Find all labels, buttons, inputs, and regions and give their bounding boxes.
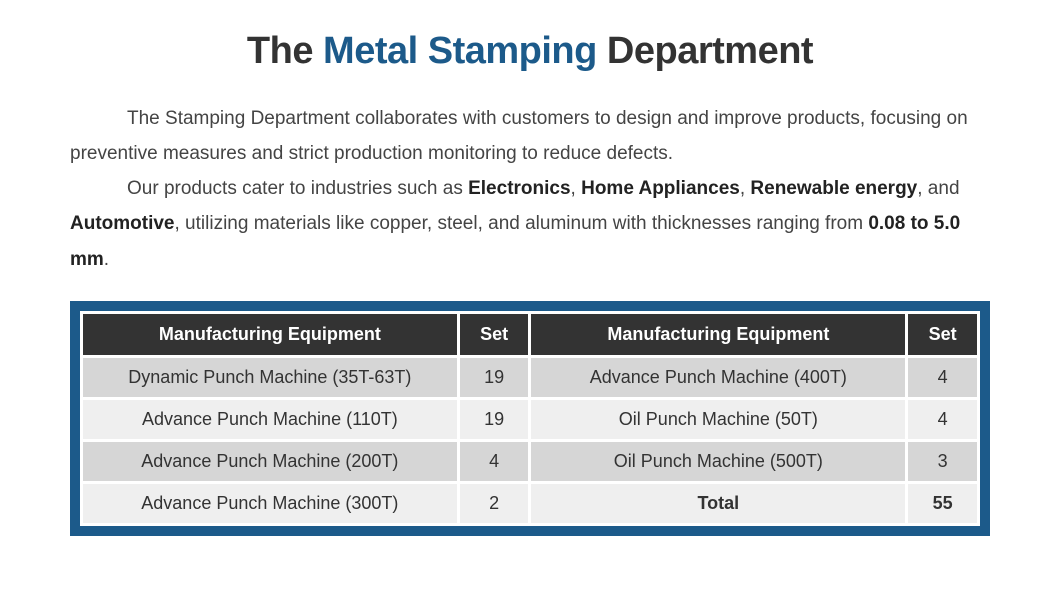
title-accent: Metal Stamping: [323, 30, 597, 72]
cell-equipment: Dynamic Punch Machine (35T-63T): [82, 356, 459, 398]
th-equipment-left: Manufacturing Equipment: [82, 312, 459, 356]
cell-equipment: Oil Punch Machine (50T): [530, 398, 907, 440]
cell-total-value: 55: [907, 482, 979, 524]
cell-equipment: Advance Punch Machine (110T): [82, 398, 459, 440]
cell-set: 4: [907, 398, 979, 440]
page-root: The Metal Stamping Department The Stampi…: [0, 0, 1060, 556]
cell-set: 4: [907, 356, 979, 398]
cell-equipment: Advance Punch Machine (200T): [82, 440, 459, 482]
p2-bold-electronics: Electronics: [468, 178, 570, 199]
cell-set: 3: [907, 440, 979, 482]
title-part2: Department: [597, 30, 813, 72]
th-set-right: Set: [907, 312, 979, 356]
equipment-table: Manufacturing Equipment Set Manufacturin…: [80, 311, 980, 526]
p2-end: .: [104, 249, 109, 270]
cell-set: 2: [458, 482, 530, 524]
p2-text: Our products cater to industries such as: [127, 178, 468, 199]
paragraph-1: The Stamping Department collaborates wit…: [70, 101, 990, 171]
cell-equipment: Advance Punch Machine (400T): [530, 356, 907, 398]
table-row: Dynamic Punch Machine (35T-63T) 19 Advan…: [82, 356, 979, 398]
table-row: Advance Punch Machine (300T) 2 Total 55: [82, 482, 979, 524]
table-row: Advance Punch Machine (110T) 19 Oil Punc…: [82, 398, 979, 440]
cell-set: 19: [458, 398, 530, 440]
cell-set: 4: [458, 440, 530, 482]
p2-bold-renewable: Renewable energy: [750, 178, 917, 199]
p2-sep2: ,: [740, 178, 751, 199]
p2-mid: , utilizing materials like copper, steel…: [175, 213, 869, 234]
body-text: The Stamping Department collaborates wit…: [70, 101, 990, 277]
p2-bold-automotive: Automotive: [70, 213, 175, 234]
paragraph-2: Our products cater to industries such as…: [70, 171, 990, 276]
cell-equipment: Advance Punch Machine (300T): [82, 482, 459, 524]
p2-bold-home-appliances: Home Appliances: [581, 178, 740, 199]
p2-sep1: ,: [571, 178, 582, 199]
th-set-left: Set: [458, 312, 530, 356]
th-equipment-right: Manufacturing Equipment: [530, 312, 907, 356]
p2-sep3: , and: [917, 178, 959, 199]
cell-total-label: Total: [530, 482, 907, 524]
cell-set: 19: [458, 356, 530, 398]
page-title: The Metal Stamping Department: [70, 30, 990, 73]
cell-equipment: Oil Punch Machine (500T): [530, 440, 907, 482]
table-header-row: Manufacturing Equipment Set Manufacturin…: [82, 312, 979, 356]
table-row: Advance Punch Machine (200T) 4 Oil Punch…: [82, 440, 979, 482]
equipment-table-frame: Manufacturing Equipment Set Manufacturin…: [70, 301, 990, 536]
title-part1: The: [247, 30, 323, 72]
